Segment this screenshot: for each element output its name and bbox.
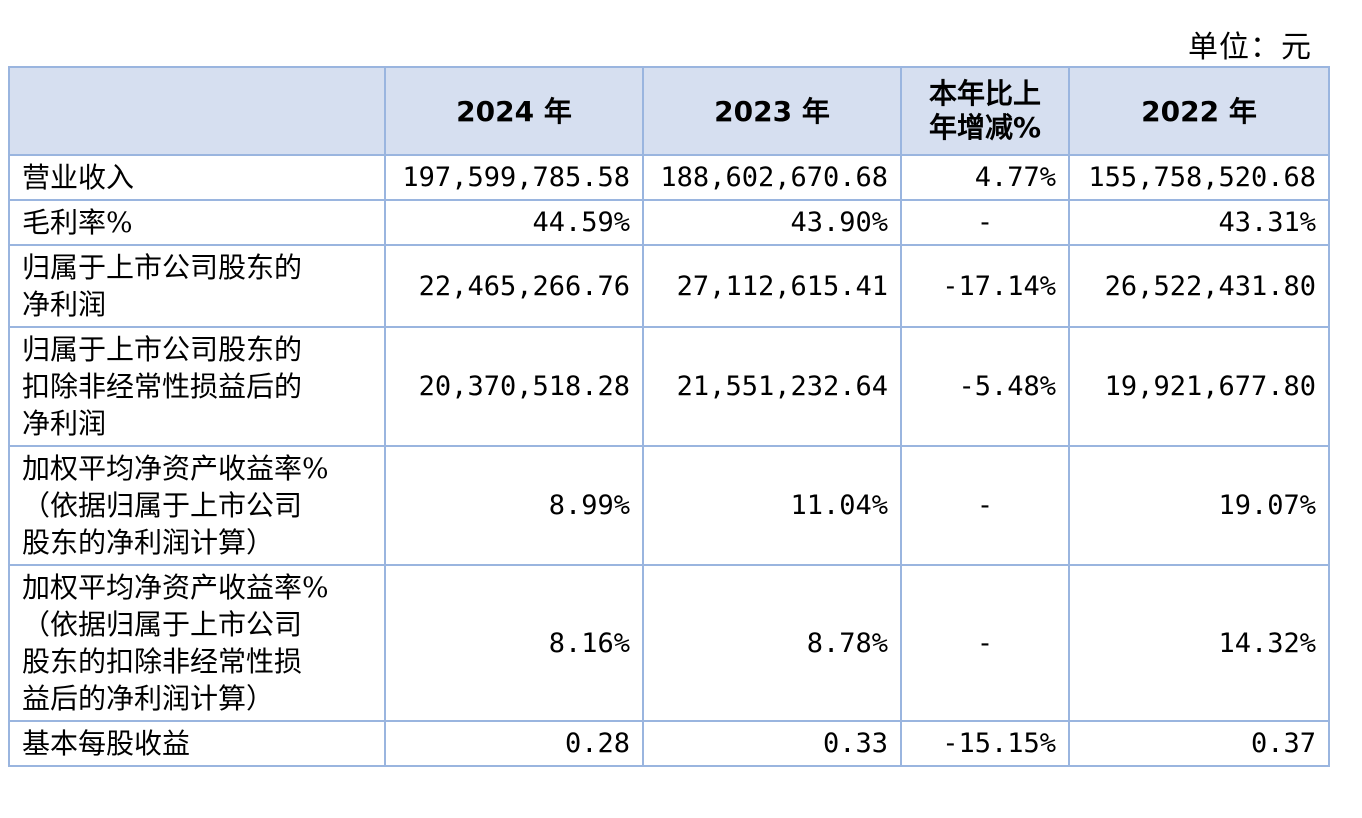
cell-2022: 0.37 [1068, 720, 1330, 767]
row-label: 归属于上市公司股东的 扣除非经常性损益后的 净利润 [8, 326, 386, 447]
cell-2024: 8.99% [384, 445, 644, 566]
cell-change: - [900, 199, 1070, 246]
cell-change: -15.15% [900, 720, 1070, 767]
cell-2024: 20,370,518.28 [384, 326, 644, 447]
cell-change: -17.14% [900, 244, 1070, 328]
cell-2024: 0.28 [384, 720, 644, 767]
table-row: 加权平均净资产收益率% （依据归属于上市公司 股东的净利润计算） 8.99% 1… [8, 445, 1330, 566]
cell-2023: 188,602,670.68 [642, 154, 902, 201]
cell-change: - [900, 445, 1070, 566]
cell-2024: 197,599,785.58 [384, 154, 644, 201]
cell-2023: 11.04% [642, 445, 902, 566]
row-label: 加权平均净资产收益率% （依据归属于上市公司 股东的净利润计算） [8, 445, 386, 566]
cell-2022: 155,758,520.68 [1068, 154, 1330, 201]
table-row: 加权平均净资产收益率% （依据归属于上市公司 股东的扣除非经常性损 益后的净利润… [8, 564, 1330, 722]
row-label: 基本每股收益 [8, 720, 386, 767]
row-label: 加权平均净资产收益率% （依据归属于上市公司 股东的扣除非经常性损 益后的净利润… [8, 564, 386, 722]
cell-2024: 8.16% [384, 564, 644, 722]
cell-change: -5.48% [900, 326, 1070, 447]
header-cell-change: 本年比上 年增减% [900, 66, 1070, 156]
header-cell-2022: 2022 年 [1068, 66, 1330, 156]
cell-2023: 0.33 [642, 720, 902, 767]
cell-2022: 14.32% [1068, 564, 1330, 722]
cell-2023: 21,551,232.64 [642, 326, 902, 447]
cell-2023: 43.90% [642, 199, 902, 246]
row-label: 营业收入 [8, 154, 386, 201]
table-row: 基本每股收益 0.28 0.33 -15.15% 0.37 [8, 720, 1330, 767]
cell-2022: 43.31% [1068, 199, 1330, 246]
header-cell-item [8, 66, 386, 156]
header-cell-2023: 2023 年 [642, 66, 902, 156]
cell-2023: 8.78% [642, 564, 902, 722]
cell-change: - [900, 564, 1070, 722]
cell-change: 4.77% [900, 154, 1070, 201]
cell-2022: 26,522,431.80 [1068, 244, 1330, 328]
table-row: 营业收入 197,599,785.58 188,602,670.68 4.77%… [8, 154, 1330, 201]
unit-label: 单位：元 [1188, 30, 1312, 65]
financial-table: 2024 年 2023 年 本年比上 年增减% 2022 年 营业收入 197,… [8, 66, 1330, 767]
cell-2023: 27,112,615.41 [642, 244, 902, 328]
cell-2024: 22,465,266.76 [384, 244, 644, 328]
table-row: 归属于上市公司股东的 扣除非经常性损益后的 净利润 20,370,518.28 … [8, 326, 1330, 447]
row-label: 归属于上市公司股东的 净利润 [8, 244, 386, 328]
row-label: 毛利率% [8, 199, 386, 246]
header-cell-2024: 2024 年 [384, 66, 644, 156]
table-header-row: 2024 年 2023 年 本年比上 年增减% 2022 年 [8, 66, 1330, 156]
table-row: 归属于上市公司股东的 净利润 22,465,266.76 27,112,615.… [8, 244, 1330, 328]
cell-2022: 19.07% [1068, 445, 1330, 566]
cell-2024: 44.59% [384, 199, 644, 246]
cell-2022: 19,921,677.80 [1068, 326, 1330, 447]
table-row: 毛利率% 44.59% 43.90% - 43.31% [8, 199, 1330, 246]
